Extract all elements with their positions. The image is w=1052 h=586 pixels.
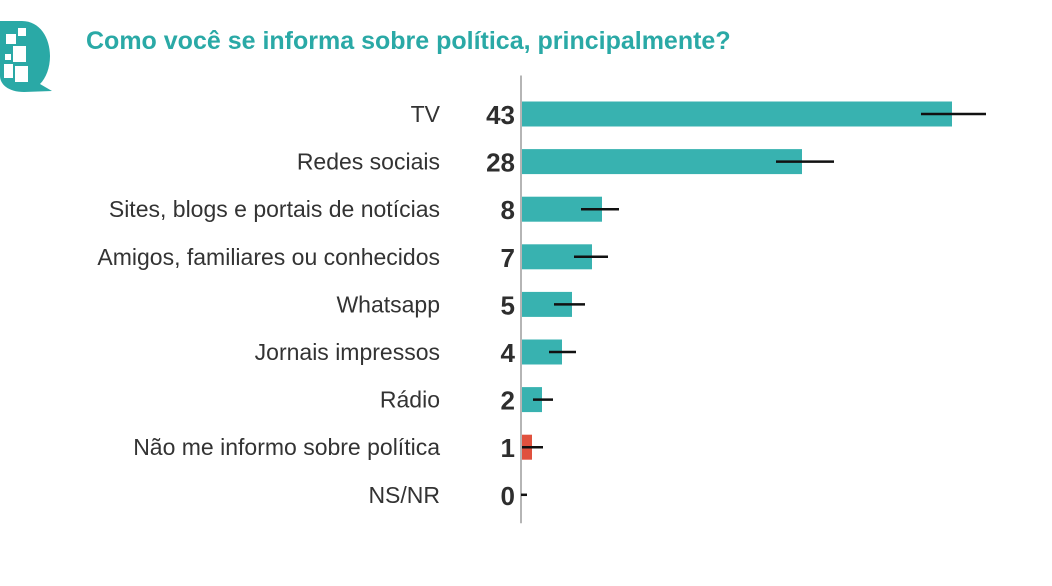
chart-title: Como você se informa sobre política, pri…: [86, 27, 731, 55]
bar: [522, 387, 542, 413]
value-label: 1: [501, 433, 515, 463]
value-label: 8: [501, 195, 515, 225]
value-label: 5: [501, 290, 515, 320]
value-label: 7: [501, 243, 515, 273]
value-label: 4: [501, 338, 516, 368]
category-label: Redes sociais: [297, 149, 440, 175]
bar: [522, 101, 952, 127]
category-label: Rádio: [380, 387, 440, 413]
category-label: Sites, blogs e portais de notícias: [109, 196, 440, 222]
category-label: Whatsapp: [336, 291, 440, 317]
speech-bubble-icon: [0, 21, 52, 92]
category-label: Jornais impressos: [255, 339, 440, 365]
category-label: Amigos, familiares ou conhecidos: [97, 244, 440, 270]
value-label: 28: [486, 148, 515, 178]
value-label: 43: [486, 100, 515, 130]
category-label: NS/NR: [368, 482, 440, 508]
bar: [522, 149, 802, 175]
category-label: TV: [411, 101, 441, 127]
value-label: 0: [501, 481, 515, 511]
value-label: 2: [501, 386, 515, 416]
category-label: Não me informo sobre política: [133, 434, 440, 460]
